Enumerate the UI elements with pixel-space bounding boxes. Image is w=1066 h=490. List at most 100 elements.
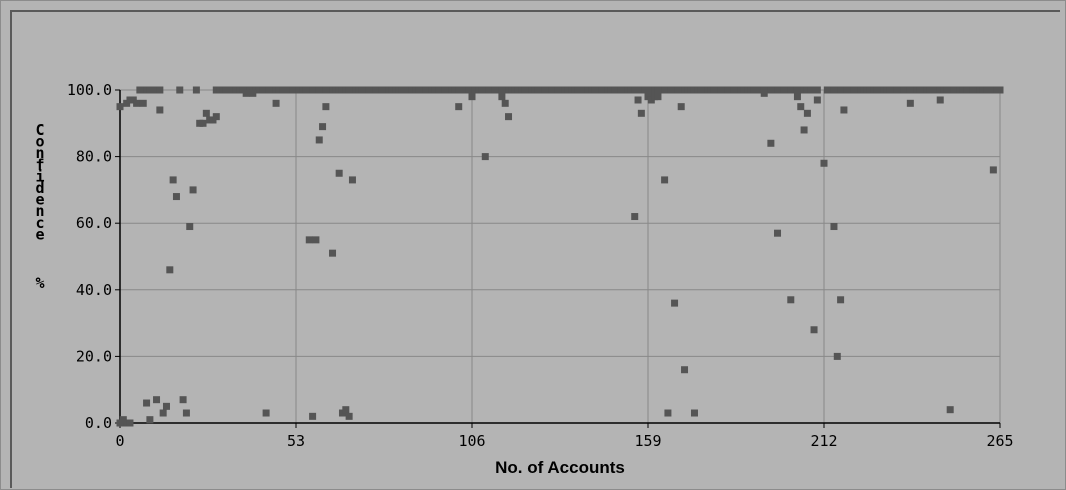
data-point <box>787 296 795 304</box>
data-point <box>677 103 685 111</box>
data-point <box>202 109 210 117</box>
y-tick-label: 100.0 <box>67 81 112 99</box>
data-point <box>631 213 639 221</box>
y-label-char: d <box>35 179 44 197</box>
data-point <box>634 96 642 104</box>
data-point <box>116 103 124 111</box>
data-point <box>345 412 353 420</box>
x-axis-label: No. of Accounts <box>495 458 625 477</box>
data-point <box>664 409 672 417</box>
data-point <box>176 86 184 94</box>
data-point <box>322 103 330 111</box>
data-point <box>644 86 652 94</box>
data-point <box>119 416 127 424</box>
data-point <box>189 186 197 194</box>
data-point <box>309 412 317 420</box>
data-points <box>116 86 1004 427</box>
data-point <box>315 136 323 144</box>
data-point <box>916 86 924 94</box>
data-point <box>906 99 914 107</box>
x-tick-label: 212 <box>810 432 837 450</box>
grid-lines <box>120 89 1001 423</box>
data-point <box>172 193 180 201</box>
axes <box>115 89 1001 428</box>
data-point <box>133 99 141 107</box>
y-tick-label: 0.0 <box>85 414 112 432</box>
x-tick-labels: 0 53 106 159 212 265 <box>115 432 1013 450</box>
data-point <box>179 396 187 404</box>
data-point <box>830 223 838 231</box>
data-point <box>335 169 343 177</box>
data-point <box>671 299 679 307</box>
data-point <box>156 86 164 94</box>
data-point <box>166 266 174 274</box>
data-point <box>780 86 788 94</box>
data-point <box>637 109 645 117</box>
y-tick-label: 40.0 <box>76 281 112 299</box>
data-point <box>813 86 821 94</box>
data-point <box>262 409 270 417</box>
data-point <box>661 176 669 184</box>
data-point <box>305 236 313 244</box>
data-point <box>681 366 689 374</box>
data-point <box>169 176 177 184</box>
data-point <box>156 106 164 114</box>
data-point <box>774 229 782 237</box>
y-tick-labels: 0.0 20.0 40.0 60.0 80.0 100.0 <box>67 81 112 432</box>
y-label-char: o <box>35 133 44 151</box>
data-point <box>182 409 190 417</box>
y-label-char: n <box>35 144 44 162</box>
data-point <box>936 96 944 104</box>
x-tick-label: 265 <box>986 432 1013 450</box>
data-point <box>242 89 250 97</box>
data-point <box>989 166 997 174</box>
data-point <box>153 396 161 404</box>
data-point <box>186 223 194 231</box>
data-point <box>146 416 154 424</box>
data-point <box>501 99 509 107</box>
data-point <box>312 236 320 244</box>
data-point <box>136 86 144 94</box>
data-point <box>803 109 811 117</box>
data-point <box>143 399 151 407</box>
y-label-char: f <box>35 156 44 174</box>
chart-panel <box>10 10 1060 488</box>
y-tick-label: 60.0 <box>76 214 112 232</box>
y-tick-label: 80.0 <box>76 148 112 166</box>
x-tick-label: 53 <box>287 432 305 450</box>
data-point <box>162 402 170 410</box>
data-point <box>329 249 337 257</box>
data-point <box>833 352 841 360</box>
data-point <box>192 86 200 94</box>
data-point <box>690 409 698 417</box>
data-point <box>800 126 808 134</box>
data-point <box>348 176 356 184</box>
y-label-char: i <box>35 167 44 185</box>
data-point <box>319 123 327 131</box>
x-tick-label: 159 <box>634 432 661 450</box>
data-point <box>810 326 818 334</box>
data-point <box>793 93 801 101</box>
data-point <box>481 153 489 161</box>
data-point <box>654 93 662 101</box>
data-point <box>813 96 821 104</box>
data-point <box>498 93 506 101</box>
x-tick-label: 106 <box>458 432 485 450</box>
data-point <box>212 113 220 121</box>
data-point <box>468 93 476 101</box>
data-point <box>767 139 775 147</box>
data-point <box>455 103 463 111</box>
data-point <box>823 86 831 94</box>
y-label-char: c <box>35 214 44 232</box>
data-point <box>139 99 147 107</box>
data-point <box>159 409 167 417</box>
data-point <box>505 113 513 121</box>
data-point <box>820 159 828 167</box>
data-point <box>797 103 805 111</box>
y-tick-label: 20.0 <box>76 347 112 365</box>
y-label-char: C <box>35 121 44 139</box>
data-point <box>249 89 257 97</box>
data-point <box>272 99 280 107</box>
y-label-char: n <box>35 202 44 220</box>
